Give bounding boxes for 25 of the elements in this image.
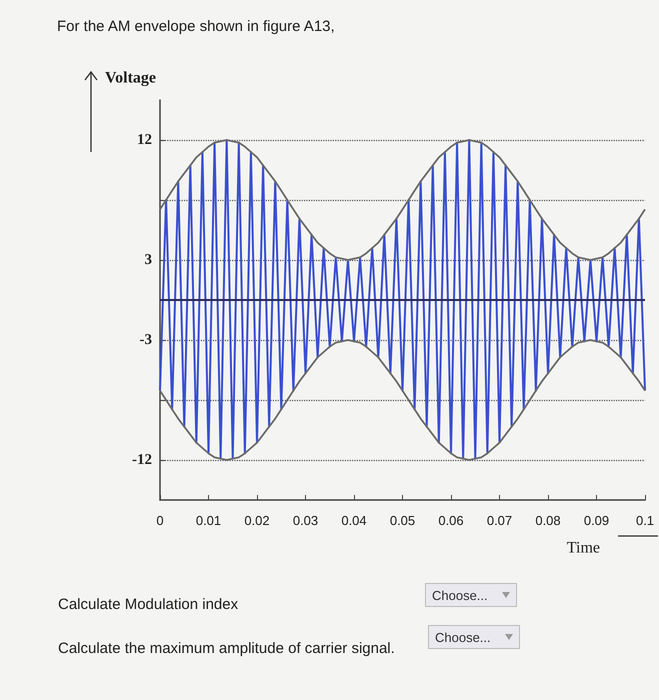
x-tick-label: 0.03 [292, 513, 318, 528]
dropdown-field: Choose... [428, 625, 520, 649]
text: Calculate Modulation index [58, 596, 238, 613]
chart-title: For the AM envelope shown in figure A13, [57, 18, 335, 35]
y-tick-label: -3 [140, 332, 152, 348]
dropdown-field: Choose... [425, 583, 517, 607]
y-tick-label: -12 [132, 452, 152, 468]
y-axis-title: Voltage [105, 70, 156, 86]
x-tick-label: 0.06 [438, 513, 464, 528]
text: Calculate the maximum amplitude of carrier signal. [58, 640, 395, 657]
line-series [159, 139, 646, 261]
x-tick-label: 0.02 [244, 513, 270, 528]
y-tick-label: 3 [144, 252, 152, 268]
x-tick-label: 0 [156, 513, 164, 528]
x-tick-label: 0.05 [390, 513, 416, 528]
x-tick-label: 0.09 [584, 513, 610, 528]
line-series [159, 139, 646, 460]
x-axis-title: Time [566, 540, 600, 556]
x-tick-label: 0.08 [535, 513, 561, 528]
x-tick-label: 0.01 [196, 513, 222, 528]
y-tick-label: 12 [137, 132, 152, 148]
x-tick-label: 0.1 [636, 513, 654, 528]
x-tick-label: 0.04 [341, 513, 367, 528]
x-tick-label: 0.07 [486, 513, 512, 528]
line-series [159, 339, 646, 461]
